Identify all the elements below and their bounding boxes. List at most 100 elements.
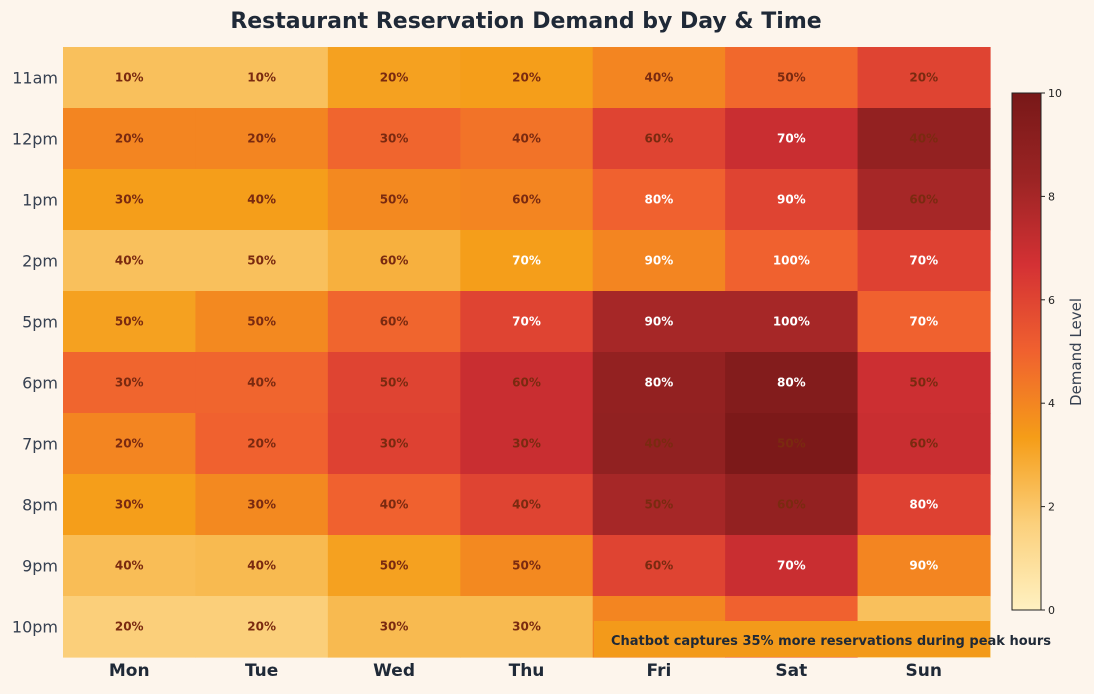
cell-value-label: 20% <box>247 620 276 634</box>
cell-value-label: 40% <box>115 254 144 268</box>
cell-value-label: 20% <box>247 132 276 146</box>
colorbar-tick-label: 2 <box>1048 501 1055 514</box>
heatmap-cell <box>592 230 726 292</box>
cell-value-label: 40% <box>247 559 276 573</box>
cell-value-label: 50% <box>247 254 276 268</box>
heatmap-cell <box>592 413 726 475</box>
heatmap-cell <box>857 169 991 231</box>
cell-value-label: 50% <box>777 71 806 85</box>
heatmap-cell <box>63 230 197 292</box>
cell-value-label: 40% <box>909 132 938 146</box>
cell-value-label: 60% <box>380 315 409 329</box>
cell-value-label: 30% <box>115 376 144 390</box>
cell-value-label: 30% <box>247 498 276 512</box>
cell-value-label: 50% <box>380 376 409 390</box>
heatmap-cell <box>857 47 991 109</box>
cell-value-label: 20% <box>115 132 144 146</box>
column-label: Fri <box>647 661 672 681</box>
heatmap-cell <box>857 352 991 414</box>
row-label: 1pm <box>22 191 58 210</box>
heatmap-cell <box>195 535 329 597</box>
cell-value-label: 80% <box>645 376 674 390</box>
heatmap-cell <box>327 413 461 475</box>
cell-value-label: 40% <box>380 498 409 512</box>
heatmap-cell <box>592 291 726 353</box>
heatmap-cell <box>725 169 859 231</box>
cell-value-label: 50% <box>645 498 674 512</box>
heatmap-cell <box>327 108 461 170</box>
heatmap-cell <box>63 47 197 109</box>
row-label: 2pm <box>22 252 58 271</box>
cell-value-label: 50% <box>512 559 541 573</box>
heatmap-cell <box>725 474 859 536</box>
cell-value-label: 60% <box>909 437 938 451</box>
heatmap-cell <box>327 596 461 658</box>
cell-value-label: 60% <box>380 254 409 268</box>
heatmap-cell <box>592 169 726 231</box>
cell-value-label: 30% <box>512 437 541 451</box>
row-label: 5pm <box>22 313 58 332</box>
heatmap-cell <box>460 352 594 414</box>
heatmap-cell <box>63 596 197 658</box>
heatmap-cell <box>725 230 859 292</box>
heatmap-cell <box>195 230 329 292</box>
cell-value-label: 30% <box>380 620 409 634</box>
cell-value-label: 70% <box>777 559 806 573</box>
heatmap-cell <box>725 413 859 475</box>
column-label: Wed <box>373 661 415 681</box>
cell-value-label: 70% <box>909 254 938 268</box>
cell-value-label: 40% <box>247 376 276 390</box>
cell-value-label: 80% <box>777 376 806 390</box>
cell-value-label: 60% <box>645 559 674 573</box>
cell-value-label: 30% <box>115 498 144 512</box>
cell-value-label: 90% <box>909 559 938 573</box>
column-label: Mon <box>109 661 150 681</box>
cell-value-label: 80% <box>645 193 674 207</box>
cell-value-label: 60% <box>512 193 541 207</box>
heatmap-cell <box>195 352 329 414</box>
cell-value-label: 90% <box>645 315 674 329</box>
cell-value-label: 40% <box>645 437 674 451</box>
cell-value-label: 100% <box>773 315 810 329</box>
heatmap-cell <box>327 474 461 536</box>
cell-value-label: 70% <box>512 315 541 329</box>
cell-value-label: 80% <box>909 498 938 512</box>
heatmap-cell <box>327 535 461 597</box>
row-label: 10pm <box>12 618 58 637</box>
heatmap-cell <box>460 291 594 353</box>
heatmap-cell <box>592 352 726 414</box>
heatmap-cell <box>725 47 859 109</box>
heatmap-cell <box>327 47 461 109</box>
heatmap-cell <box>857 230 991 292</box>
heatmap-cell <box>63 535 197 597</box>
cell-value-label: 40% <box>512 132 541 146</box>
row-label: 8pm <box>22 496 58 515</box>
heatmap-cell <box>460 413 594 475</box>
heatmap-cell <box>63 352 197 414</box>
cell-value-label: 50% <box>777 437 806 451</box>
cell-value-label: 40% <box>247 193 276 207</box>
cell-value-label: 60% <box>645 132 674 146</box>
cell-value-label: 30% <box>512 620 541 634</box>
heatmap-cell <box>725 535 859 597</box>
heatmap-cell <box>195 291 329 353</box>
heatmap-cell <box>460 230 594 292</box>
heatmap-cell <box>460 169 594 231</box>
cell-value-label: 70% <box>777 132 806 146</box>
heatmap-cell-labels: 10% 10% 20% 20% 40% 50% 20% 20% 20% 30% 40% 60% 70% 4… <box>115 71 938 634</box>
column-label: Thu <box>509 661 545 681</box>
cell-value-label: 50% <box>380 559 409 573</box>
heatmap-cell <box>592 474 726 536</box>
cell-value-label: 60% <box>777 498 806 512</box>
cell-value-label: 70% <box>512 254 541 268</box>
heatmap-cell <box>327 169 461 231</box>
column-label: Tue <box>245 661 278 681</box>
row-label: 6pm <box>22 374 58 393</box>
heatmap-cell <box>327 291 461 353</box>
colorbar-tick-label: 10 <box>1048 87 1062 100</box>
heatmap-cell <box>725 291 859 353</box>
heatmap-cell <box>460 596 594 658</box>
colorbar-label: Demand Level <box>1067 298 1085 406</box>
